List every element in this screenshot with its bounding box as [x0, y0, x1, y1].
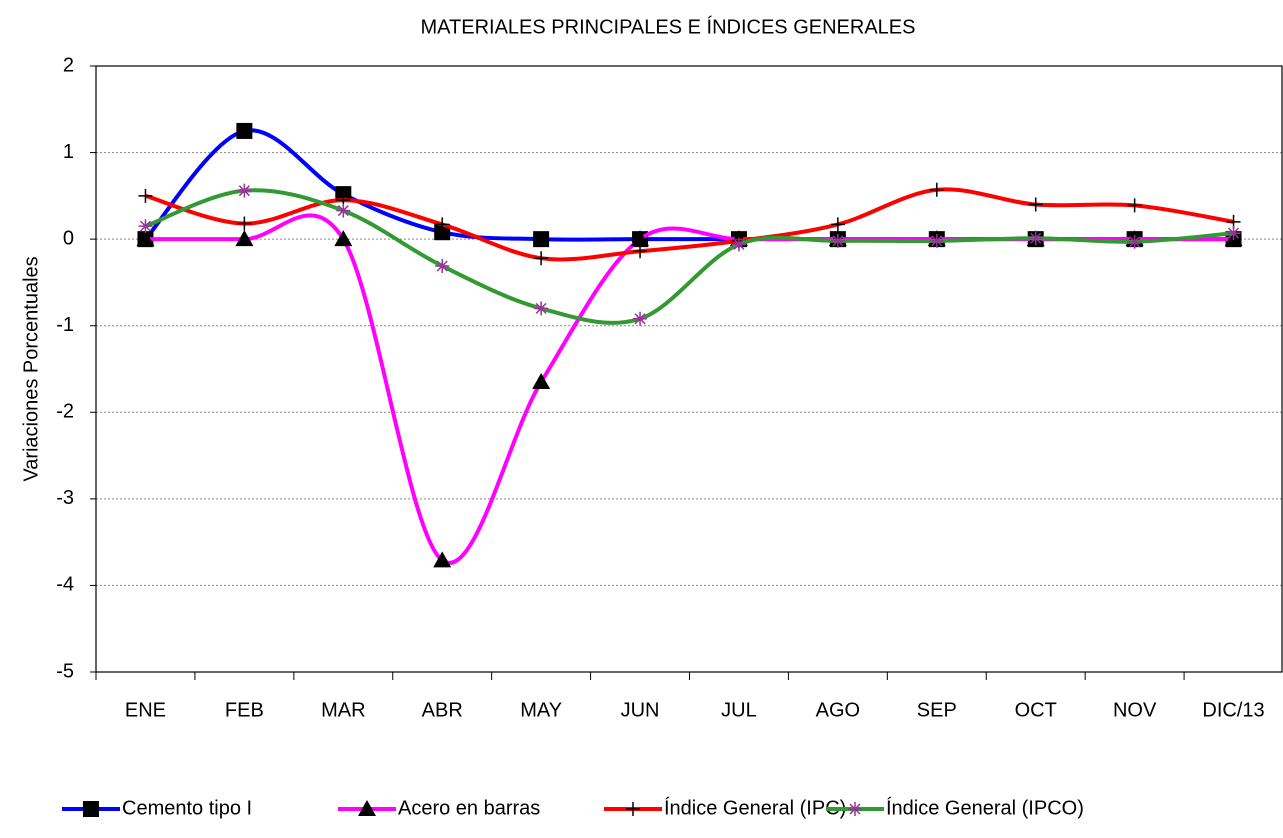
marker	[830, 233, 845, 248]
legend-label: Acero en barras	[398, 797, 540, 819]
marker	[731, 237, 746, 252]
legend-label: Índice General (IPCO)	[886, 796, 1084, 819]
legend-label: Cemento tipo I	[122, 797, 252, 819]
marker	[929, 233, 944, 248]
marker	[138, 188, 153, 203]
marker	[1127, 198, 1142, 213]
marker	[532, 372, 551, 389]
marker	[235, 230, 254, 247]
y-tick-label: -5	[56, 660, 74, 682]
marker	[138, 219, 153, 234]
series	[138, 183, 1241, 326]
x-tick-label: MAR	[321, 699, 365, 721]
legend-marker	[358, 800, 376, 816]
x-tick-label: NOV	[1113, 699, 1157, 721]
marker	[1028, 231, 1043, 246]
marker	[136, 230, 155, 247]
marker	[534, 251, 549, 266]
x-tick-label: JUL	[721, 699, 757, 721]
line	[143, 128, 1234, 242]
legend-marker	[626, 802, 640, 816]
marker	[1028, 197, 1043, 212]
legend-label: Índice General (IPC)	[664, 796, 846, 819]
marker	[929, 182, 944, 197]
marker	[830, 217, 845, 232]
marker	[1127, 234, 1142, 249]
marker	[334, 230, 353, 247]
x-tick-label: AGO	[816, 699, 860, 721]
legend-marker	[83, 801, 99, 817]
marker	[533, 231, 550, 248]
marker	[631, 230, 650, 247]
x-tick-label: ABR	[422, 699, 463, 721]
y-tick-label: -2	[56, 401, 74, 423]
x-tick-label: SEP	[917, 699, 957, 721]
y-tick-label: -4	[56, 574, 74, 596]
marker	[434, 224, 451, 241]
y-axis-label: Variaciones Porcentuales	[20, 256, 42, 481]
y-tick-label: -3	[56, 487, 74, 509]
marker	[633, 311, 648, 326]
marker	[1226, 226, 1241, 241]
marker	[236, 122, 253, 139]
y-tick-label: 2	[63, 54, 74, 76]
series	[136, 213, 1243, 568]
series	[138, 182, 1241, 266]
marker	[435, 258, 450, 273]
marker	[237, 183, 252, 198]
line	[144, 188, 1234, 325]
marker	[237, 216, 252, 231]
marker	[435, 217, 450, 232]
x-tick-label: FEB	[225, 699, 264, 721]
marker	[433, 551, 452, 568]
legend-marker	[848, 802, 862, 816]
x-tick-label: JUN	[621, 699, 660, 721]
y-tick-label: 1	[63, 141, 74, 163]
x-tick-label: DIC/13	[1202, 699, 1264, 721]
line	[145, 213, 1234, 565]
x-tick-label: MAY	[520, 699, 562, 721]
x-tick-label: ENE	[125, 699, 166, 721]
marker	[336, 203, 351, 218]
marker	[633, 244, 648, 259]
y-tick-label: -1	[56, 314, 74, 336]
y-tick-label: 0	[63, 227, 74, 249]
chart-title: MATERIALES PRINCIPALES E ÍNDICES GENERAL…	[421, 15, 916, 38]
x-tick-label: OCT	[1015, 699, 1057, 721]
plot-frame	[95, 65, 1283, 673]
marker	[534, 301, 549, 316]
